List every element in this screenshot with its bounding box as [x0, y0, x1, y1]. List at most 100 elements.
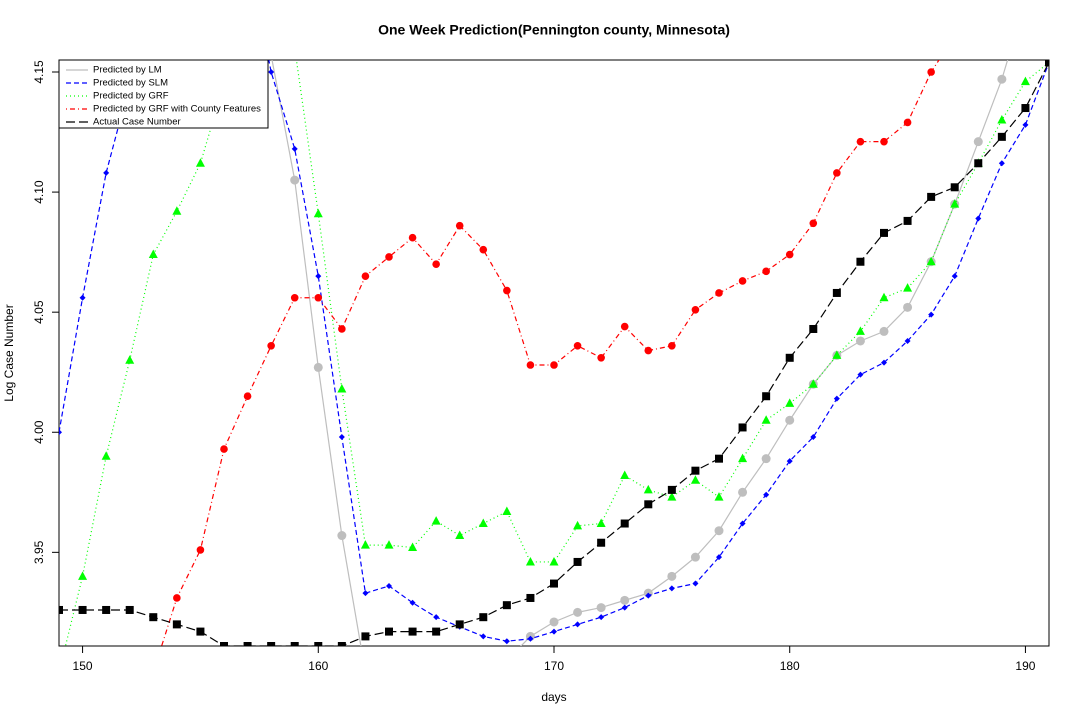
- point: [763, 491, 770, 498]
- point: [433, 614, 440, 621]
- point: [360, 540, 370, 549]
- point: [196, 546, 205, 554]
- point: [715, 454, 723, 463]
- point: [857, 371, 864, 378]
- point: [527, 635, 534, 642]
- point: [880, 228, 888, 237]
- legend-label: Predicted by SLM: [93, 78, 168, 89]
- point: [573, 520, 583, 530]
- point: [267, 51, 276, 60]
- point: [856, 137, 865, 146]
- point: [951, 32, 959, 40]
- y-tick-label: 4.00: [32, 420, 46, 444]
- point: [926, 256, 936, 266]
- point: [668, 585, 675, 592]
- point: [408, 233, 417, 242]
- point: [715, 289, 723, 297]
- point: [809, 219, 818, 228]
- point: [574, 621, 581, 628]
- point: [714, 492, 724, 501]
- point: [384, 540, 394, 549]
- point: [479, 613, 488, 622]
- point: [643, 484, 653, 494]
- point: [243, 642, 252, 646]
- point: [502, 601, 511, 610]
- point: [149, 613, 158, 622]
- point: [314, 642, 323, 646]
- point: [172, 620, 181, 629]
- point: [79, 294, 86, 301]
- point: [362, 590, 369, 597]
- point: [290, 175, 300, 185]
- x-axis-label: days: [541, 690, 566, 704]
- plot-area: [59, 0, 1049, 713]
- point: [337, 642, 346, 646]
- point: [832, 288, 841, 297]
- x-tick-label: 170: [544, 659, 564, 673]
- point: [596, 603, 606, 613]
- point: [738, 453, 748, 463]
- point: [950, 199, 960, 208]
- point: [762, 267, 770, 276]
- point: [480, 633, 487, 640]
- point: [290, 293, 299, 302]
- point: [881, 359, 887, 366]
- point: [549, 617, 559, 627]
- point: [950, 183, 959, 192]
- point: [172, 206, 182, 215]
- point: [903, 283, 913, 292]
- point: [290, 642, 299, 646]
- x-tick-label: 150: [73, 659, 93, 673]
- point: [101, 451, 111, 460]
- point: [526, 361, 535, 369]
- point: [526, 593, 535, 602]
- point: [243, 19, 252, 28]
- point: [59, 429, 62, 436]
- point: [997, 132, 1006, 141]
- point: [597, 354, 605, 362]
- point: [267, 0, 276, 3]
- point: [667, 492, 677, 501]
- point: [337, 384, 347, 393]
- point: [525, 556, 535, 566]
- point: [879, 292, 889, 302]
- point: [550, 361, 558, 369]
- point: [1020, 76, 1030, 86]
- chart-title: One Week Prediction(Pennington county, M…: [378, 22, 730, 38]
- point: [361, 668, 370, 677]
- point: [738, 487, 748, 497]
- point: [455, 692, 464, 701]
- legend-label: Actual Case Number: [93, 117, 181, 128]
- point: [879, 326, 889, 336]
- point: [408, 542, 418, 552]
- point: [503, 638, 510, 645]
- point: [409, 599, 416, 606]
- point: [809, 324, 818, 333]
- point: [337, 531, 347, 541]
- point: [620, 519, 629, 528]
- point: [385, 253, 393, 261]
- point: [690, 475, 700, 484]
- point: [927, 192, 936, 201]
- point: [268, 69, 275, 76]
- point: [645, 592, 652, 599]
- point: [313, 362, 323, 372]
- point: [455, 530, 465, 540]
- point: [386, 582, 392, 589]
- point: [903, 216, 912, 225]
- point: [432, 704, 441, 713]
- point: [313, 208, 323, 218]
- point: [738, 423, 747, 432]
- point: [503, 286, 511, 295]
- point: [998, 160, 1005, 167]
- x-tick-label: 160: [308, 659, 328, 673]
- point: [928, 311, 935, 318]
- point: [973, 137, 983, 147]
- legend-label: Predicted by GRF with County Features: [93, 104, 261, 115]
- point: [431, 516, 441, 525]
- point: [691, 466, 700, 475]
- point: [1021, 104, 1030, 113]
- point: [692, 580, 699, 587]
- point: [620, 322, 629, 331]
